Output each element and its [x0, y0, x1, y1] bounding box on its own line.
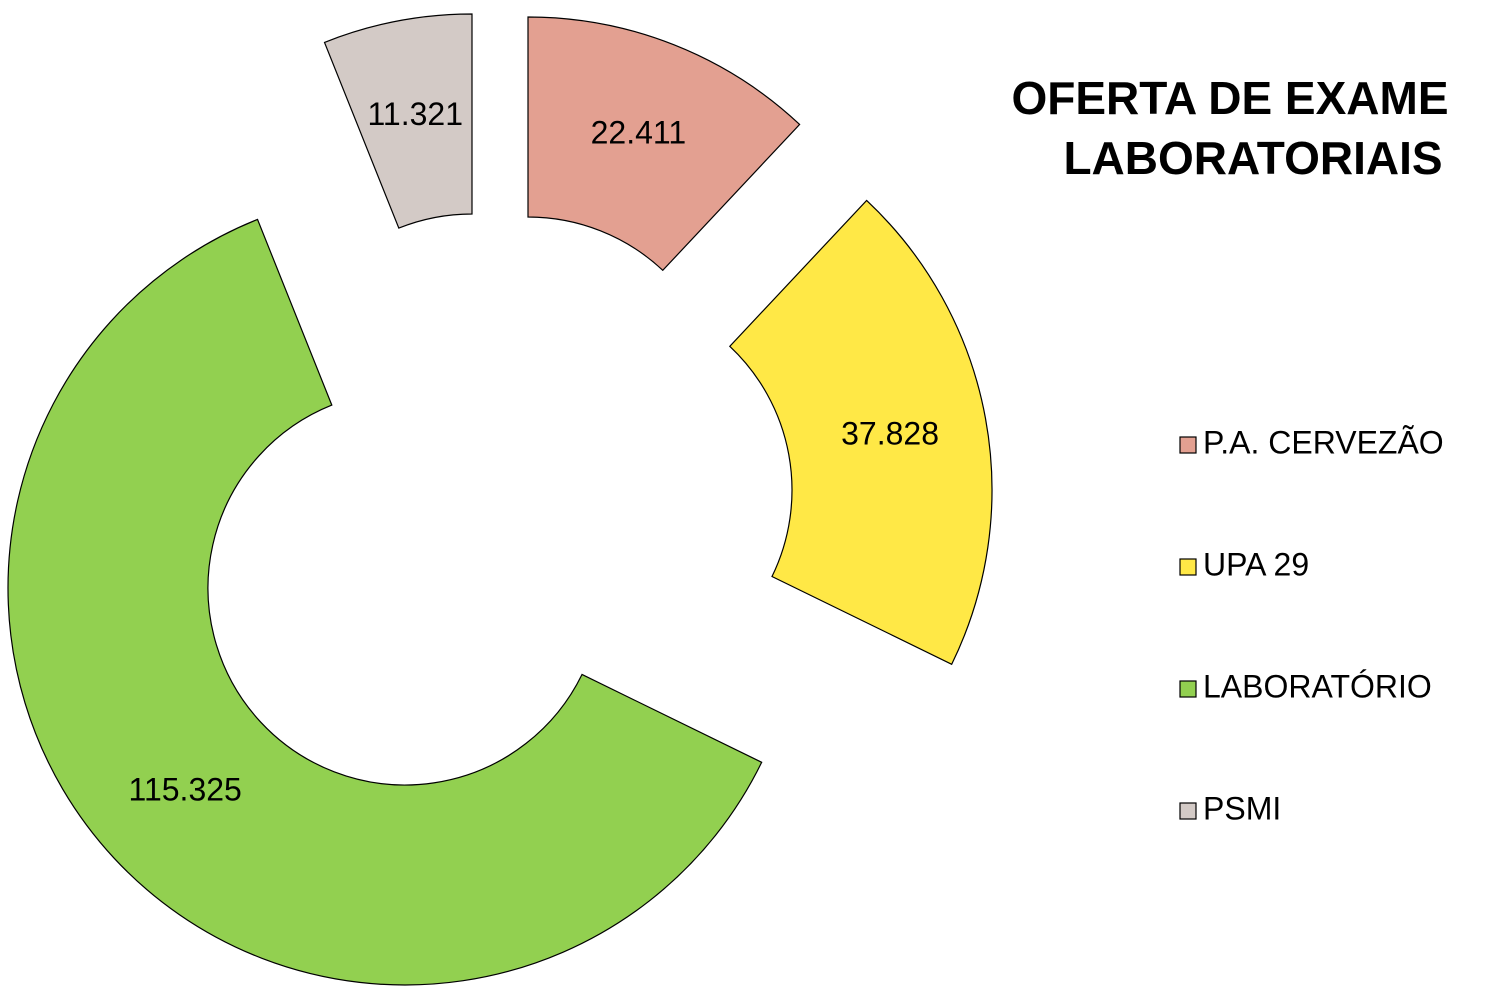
- legend-swatch: [1179, 558, 1197, 576]
- donut-slice: [728, 199, 993, 666]
- legend-swatch: [1179, 802, 1197, 820]
- legend-label: LABORATÓRIO: [1203, 668, 1432, 704]
- donut-slice: [7, 218, 763, 986]
- data-label: 22.411: [591, 114, 687, 150]
- legend-label: PSMI: [1203, 790, 1281, 826]
- donut-slice: [527, 16, 801, 272]
- legend-label: UPA 29: [1203, 546, 1309, 582]
- chart-title: LABORATORIAIS: [1063, 132, 1442, 184]
- data-label: 11.321: [368, 96, 464, 132]
- data-label: 115.325: [129, 772, 242, 808]
- data-label: 37.828: [841, 415, 939, 451]
- donut-slice: [323, 13, 473, 229]
- legend-label: P.A. CERVEZÃO: [1203, 424, 1444, 460]
- legend-swatch: [1179, 680, 1197, 698]
- chart-title: OFERTA DE EXAME: [1011, 72, 1448, 124]
- legend-swatch: [1179, 436, 1197, 454]
